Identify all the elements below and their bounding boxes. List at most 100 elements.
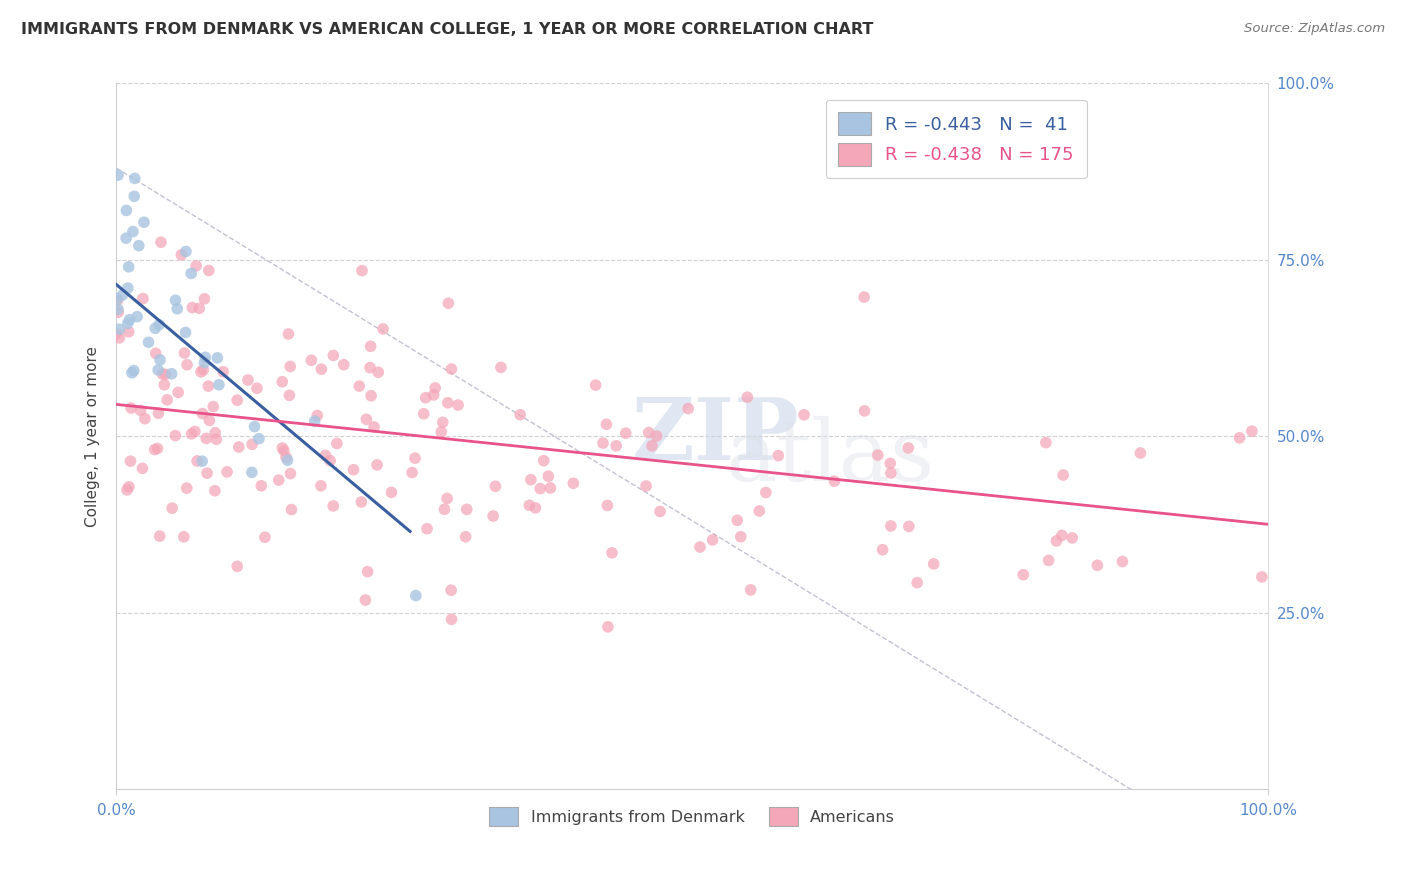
Point [240, 437, 263, 451]
Point [1229, 431, 1251, 445]
Point [702, 533, 724, 547]
Point [105, 326, 128, 341]
Point [107, 305, 129, 319]
Point [278, 359, 301, 374]
Point [359, 360, 381, 375]
Point [115, 231, 138, 245]
Point [278, 388, 301, 402]
Point [128, 238, 150, 252]
Point [1052, 468, 1074, 483]
Point [645, 429, 668, 443]
Point [176, 481, 198, 495]
Point [880, 466, 903, 480]
Point [108, 331, 131, 345]
Point [148, 363, 170, 377]
Point [440, 362, 463, 376]
Point [120, 454, 142, 468]
Point [853, 404, 876, 418]
Point [271, 441, 294, 455]
Point [129, 403, 152, 417]
Point [122, 189, 145, 203]
Point [149, 352, 172, 367]
Point [326, 436, 349, 450]
Point [280, 502, 302, 516]
Point [111, 288, 134, 302]
Point [737, 390, 759, 404]
Point [122, 225, 145, 239]
Point [595, 417, 617, 432]
Point [165, 293, 187, 308]
Point [1038, 553, 1060, 567]
Point [226, 393, 249, 408]
Point [366, 458, 388, 472]
Point [489, 360, 512, 375]
Point [404, 451, 426, 466]
Point [371, 322, 394, 336]
Text: IMMIGRANTS FROM DENMARK VS AMERICAN COLLEGE, 1 YEAR OR MORE CORRELATION CHART: IMMIGRANTS FROM DENMARK VS AMERICAN COLL… [21, 22, 873, 37]
Point [236, 373, 259, 387]
Point [170, 248, 193, 262]
Point [167, 385, 190, 400]
Point [132, 215, 155, 229]
Point [872, 542, 894, 557]
Point [118, 325, 141, 339]
Point [122, 363, 145, 377]
Point [107, 292, 129, 306]
Point [207, 351, 229, 365]
Point [596, 620, 619, 634]
Point [202, 400, 225, 414]
Point [204, 425, 226, 440]
Point [412, 407, 434, 421]
Point [212, 365, 235, 379]
Point [440, 612, 463, 626]
Legend: Immigrants from Denmark, Americans: Immigrants from Denmark, Americans [481, 799, 903, 834]
Point [1129, 446, 1152, 460]
Point [197, 379, 219, 393]
Point [205, 432, 228, 446]
Point [322, 499, 344, 513]
Point [533, 453, 555, 467]
Point [322, 348, 344, 362]
Point [191, 454, 214, 468]
Point [166, 301, 188, 316]
Point [725, 513, 748, 527]
Point [184, 259, 207, 273]
Point [823, 474, 845, 488]
Point [415, 391, 437, 405]
Point [124, 171, 146, 186]
Point [520, 473, 543, 487]
Point [184, 425, 207, 439]
Point [1035, 435, 1057, 450]
Point [117, 281, 139, 295]
Point [897, 519, 920, 533]
Point [132, 292, 155, 306]
Point [152, 367, 174, 381]
Point [600, 546, 623, 560]
Point [648, 504, 671, 518]
Point [432, 415, 454, 429]
Point [250, 479, 273, 493]
Point [433, 502, 456, 516]
Point [173, 530, 195, 544]
Point [165, 428, 187, 442]
Point [356, 412, 378, 426]
Point [793, 408, 815, 422]
Point [277, 326, 299, 341]
Point [356, 565, 378, 579]
Point [456, 502, 478, 516]
Point [360, 389, 382, 403]
Point [145, 346, 167, 360]
Point [354, 593, 377, 607]
Point [107, 293, 129, 308]
Point [194, 351, 217, 365]
Point [524, 500, 547, 515]
Point [437, 396, 460, 410]
Point [1045, 533, 1067, 548]
Point [768, 449, 790, 463]
Point [537, 469, 560, 483]
Point [120, 401, 142, 415]
Point [880, 519, 903, 533]
Point [307, 409, 329, 423]
Point [180, 426, 202, 441]
Point [143, 442, 166, 457]
